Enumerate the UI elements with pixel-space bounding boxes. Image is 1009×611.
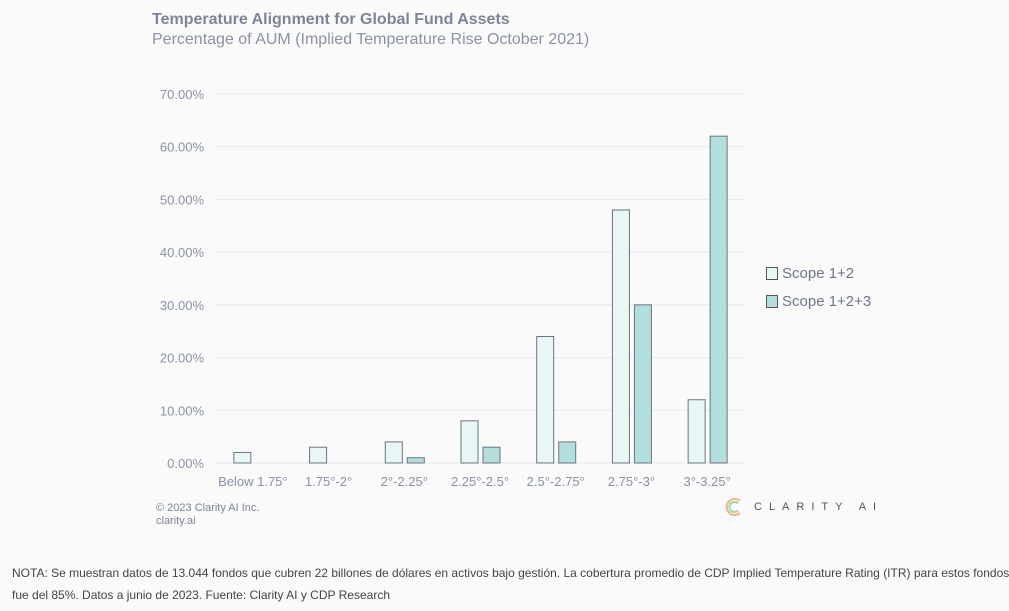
bar	[233, 451, 252, 464]
y-tick-label: 60.00%	[160, 140, 205, 155]
footnote: NOTA: Se muestran datos de 13.044 fondos…	[12, 566, 1009, 602]
legend-swatch	[766, 295, 778, 308]
bar	[406, 457, 425, 464]
legend-item-scope123: Scope 1+2+3	[766, 293, 871, 310]
bar	[633, 304, 652, 464]
bar	[536, 335, 555, 464]
x-tick-label: 2.25°-2.5°	[451, 474, 509, 489]
bar	[687, 399, 706, 464]
x-tick-label: 2.5°-2.75°	[527, 474, 585, 489]
legend-swatch	[766, 267, 778, 280]
bar	[309, 446, 328, 464]
clarity-logo-icon	[725, 498, 741, 516]
bar	[558, 441, 577, 464]
x-tick-label: 2.75°-3°	[608, 474, 655, 489]
bar	[384, 441, 403, 464]
bar	[611, 209, 630, 464]
legend-label: Scope 1+2	[782, 265, 855, 282]
y-tick-label: 20.00%	[160, 351, 205, 366]
chart-title: Temperature Alignment for Global Fund As…	[152, 11, 510, 28]
legend-item-scope12: Scope 1+2	[766, 265, 854, 282]
bar	[482, 446, 501, 464]
copyright: © 2023 Clarity AI Inc. clarity.ai	[156, 502, 260, 528]
logo-text: CLARITY AI	[754, 501, 884, 513]
copyright-text: © 2023 Clarity AI Inc.	[156, 502, 260, 514]
bar	[460, 420, 479, 464]
x-tick-label: 1.75°-2°	[305, 474, 352, 489]
y-tick-label: 0.00%	[167, 456, 204, 471]
clarity-logo: CLARITY AI	[724, 497, 883, 517]
x-tick-label: 3°-3.25°	[684, 474, 731, 489]
y-tick-label: 10.00%	[160, 403, 205, 418]
y-tick-label: 30.00%	[160, 298, 205, 313]
x-tick-label: 2°-2.25°	[381, 474, 428, 489]
y-tick-label: 40.00%	[160, 245, 205, 260]
legend-label: Scope 1+2+3	[782, 293, 872, 310]
y-tick-label: 50.00%	[160, 192, 205, 207]
site-text: clarity.ai	[156, 515, 196, 527]
bar	[709, 135, 728, 464]
x-tick-label: Below 1.75°	[218, 474, 288, 489]
y-tick-label: 70.00%	[160, 87, 205, 102]
chart-subtitle: Percentage of AUM (Implied Temperature R…	[152, 31, 590, 48]
